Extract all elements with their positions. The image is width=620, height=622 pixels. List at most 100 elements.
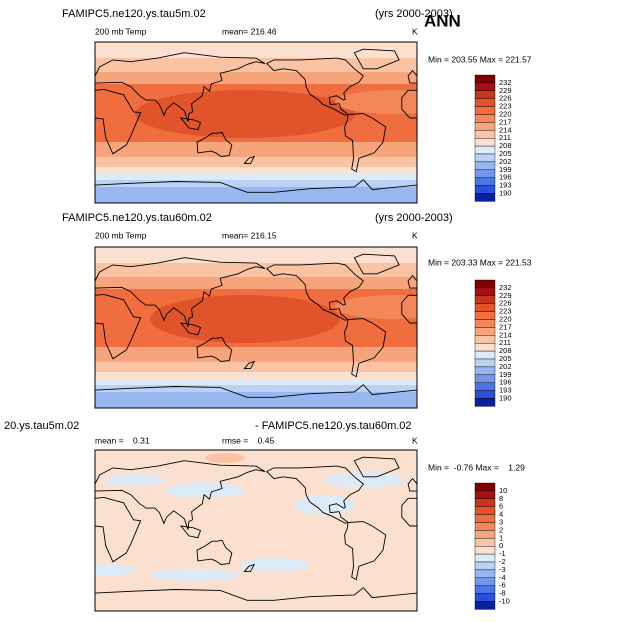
colorbar-box (474, 390, 496, 399)
colorbar-label: 226 (499, 299, 512, 308)
colorbar-label: -6 (499, 581, 506, 590)
mean-label: mean= 216.15 (222, 230, 277, 240)
colorbar-label: 6 (499, 502, 503, 511)
contour-band (95, 347, 417, 362)
contour-band (95, 187, 417, 203)
contour-band (335, 295, 417, 319)
season-label: ANN (424, 11, 461, 30)
colorbar-box (474, 498, 496, 507)
colorbar-label: 208 (499, 141, 512, 150)
colorbar-box (474, 382, 496, 391)
colorbar-label: 3 (499, 517, 503, 526)
units-label: K (412, 435, 418, 445)
contour-band (95, 142, 417, 157)
colorbar-box (474, 106, 496, 115)
colorbar-box (474, 161, 496, 170)
colorbar-label: -3 (499, 565, 506, 574)
rmse-label: rmse = 0.45 (222, 435, 274, 445)
colorbar-label: 220 (499, 314, 512, 323)
min-max-label: Min = -0.76 Max = 1.29 (428, 462, 525, 472)
contour-band (95, 385, 417, 392)
contour-band (95, 362, 417, 372)
colorbar-label: 202 (499, 157, 512, 166)
colorbar-box (474, 514, 496, 523)
colorbar-label: 199 (499, 165, 512, 174)
contour-band (105, 474, 165, 486)
colorbar-box (474, 569, 496, 579)
panel-years: - FAMIPC5.ne120.ys.tau60m.02 (255, 420, 412, 432)
colorbar-box (474, 122, 496, 131)
contour-band (95, 180, 417, 187)
colorbar-label: 4 (499, 510, 503, 519)
colorbar-box (474, 295, 496, 304)
colorbar-label: 232 (499, 78, 512, 87)
colorbar-label: 220 (499, 109, 512, 118)
colorbar-box (474, 137, 496, 147)
map-frame (94, 41, 418, 204)
contour-band (95, 247, 417, 263)
mean-label: mean = 0.31 (95, 435, 150, 445)
colorbar-box (474, 153, 496, 163)
panel-years: (yrs 2000-2003) (375, 8, 453, 20)
colorbar-box (474, 279, 496, 289)
colorbar-box (474, 169, 496, 178)
map-frame (94, 449, 418, 612)
colorbar-label: 193 (499, 181, 512, 190)
contour-band (150, 295, 340, 343)
colorbar-box (474, 185, 496, 194)
colorbar-box (474, 193, 496, 202)
colorbar-box (474, 90, 496, 99)
colorbar-box (474, 82, 496, 92)
contour-band (95, 372, 417, 379)
colorbar-label: 211 (499, 133, 511, 142)
colorbar-label: 190 (499, 393, 512, 402)
contour-band (95, 72, 417, 84)
colorbar-label: 205 (499, 149, 512, 158)
map (95, 247, 417, 408)
contour-band (240, 558, 310, 572)
colorbar-label: 190 (499, 188, 512, 197)
field-label: 200 mb Temp (95, 230, 147, 240)
colorbar-label: 211 (499, 338, 511, 347)
colorbar-box (474, 335, 496, 344)
colorbar-box (474, 490, 496, 499)
colorbar-label: 8 (499, 494, 503, 503)
units-label: K (412, 26, 418, 36)
colorbar-label: -10 (499, 596, 510, 605)
colorbar-box (474, 366, 496, 375)
contour-band (95, 277, 417, 289)
colorbar-label: 229 (499, 291, 512, 300)
contour-band (95, 263, 417, 277)
colorbar-label: 208 (499, 346, 512, 355)
colorbar-box (474, 553, 496, 563)
colorbar-label: 2 (499, 525, 503, 534)
colorbar-label: 214 (499, 330, 512, 339)
colorbar-box (474, 482, 496, 492)
contour-band (95, 157, 417, 167)
contour-band (95, 379, 417, 385)
colorbar-box (474, 398, 496, 407)
colorbar-box (474, 601, 496, 610)
colorbar-box (474, 374, 496, 383)
colorbar-box (474, 145, 496, 155)
colorbar-box (474, 343, 496, 352)
panel: 20.ys.tau5m.02 - FAMIPC5.ne120.ys.tau60m.… (4, 420, 525, 612)
colorbar-label: 229 (499, 86, 512, 95)
colorbar-box (474, 530, 496, 539)
mean-label: mean= 216.46 (222, 26, 277, 36)
colorbar-box (474, 350, 496, 360)
colorbar-box (474, 327, 496, 336)
colorbar-box (474, 506, 496, 515)
colorbar-label: 223 (499, 307, 512, 316)
panel: FAMIPC5.ne120.ys.tau60m.02 (yrs 2000-2003… (62, 212, 532, 409)
min-max-label: Min = 203.55 Max = 221.57 (428, 54, 532, 64)
colorbar-box (474, 98, 496, 107)
colorbar-label: 202 (499, 362, 512, 371)
colorbar-label: 205 (499, 354, 512, 363)
contour-band (95, 392, 417, 408)
contour-band (205, 453, 245, 463)
contour-band (295, 495, 355, 515)
colorbar-label: -2 (499, 557, 506, 566)
colorbar-box (474, 311, 496, 320)
